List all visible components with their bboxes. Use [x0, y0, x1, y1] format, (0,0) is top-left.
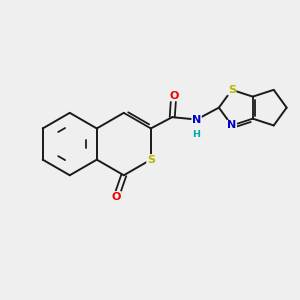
Text: O: O [169, 91, 178, 101]
Text: S: S [228, 85, 236, 95]
Text: H: H [192, 130, 200, 140]
Text: N: N [192, 115, 201, 124]
Text: O: O [112, 192, 121, 202]
Text: S: S [147, 155, 155, 165]
Text: N: N [227, 121, 236, 130]
